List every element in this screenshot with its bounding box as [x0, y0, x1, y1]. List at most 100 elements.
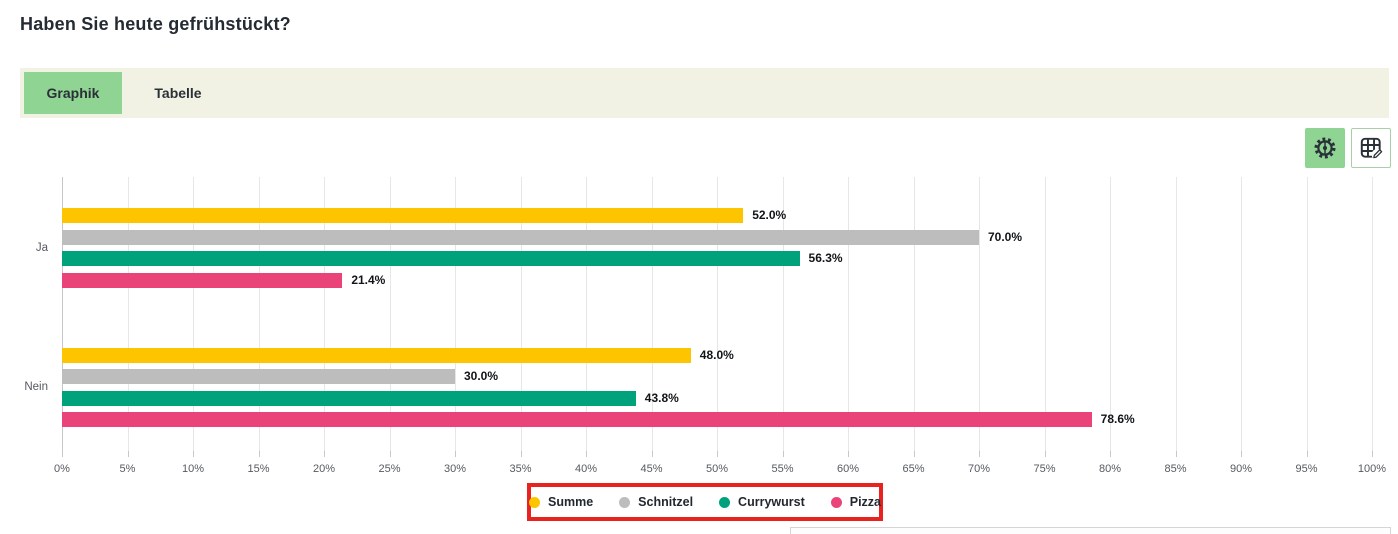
x-tick-mark — [979, 451, 980, 457]
table-edit-button[interactable] — [1351, 128, 1391, 168]
legend-item-label: Schnitzel — [638, 495, 694, 509]
legend-item[interactable]: Summe — [529, 495, 593, 509]
table-edit-icon — [1360, 137, 1383, 160]
tab-graphik[interactable]: Graphik — [24, 72, 122, 114]
bar — [62, 251, 800, 266]
page-title: Haben Sie heute gefrühstückt? — [20, 14, 291, 34]
x-tick-label: 40% — [574, 463, 598, 475]
bar-value-label: 21.4% — [351, 272, 386, 287]
bar-value-label: 48.0% — [699, 347, 734, 362]
bar-value-label: 43.8% — [644, 390, 679, 405]
legend-dot-icon — [529, 496, 541, 508]
x-tick-mark — [62, 451, 63, 457]
x-tick-label: 5% — [119, 463, 136, 475]
bar — [62, 390, 636, 406]
bar — [62, 369, 455, 384]
gridline — [193, 177, 194, 451]
gridline — [1241, 177, 1242, 451]
gridline — [717, 177, 718, 451]
x-tick-label: 15% — [247, 463, 270, 475]
chart-toolbar — [1305, 128, 1391, 168]
x-tick-label: 90% — [1229, 463, 1253, 475]
bar-value-label: 78.6% — [1100, 412, 1135, 426]
legend-highlight-box: Summe Schnitzel Currywurst Pizza — [527, 483, 883, 521]
gridline — [1110, 177, 1111, 451]
chart-settings-button[interactable] — [1305, 128, 1345, 168]
x-tick-mark — [1306, 451, 1308, 457]
x-tick-mark — [782, 451, 784, 457]
x-tick-label: 70% — [967, 463, 991, 475]
x-tick-mark — [193, 451, 194, 457]
x-tick-mark — [389, 451, 391, 457]
gridline — [913, 177, 915, 451]
x-tick-label: 0% — [54, 463, 70, 475]
gridline — [782, 177, 784, 451]
gridline — [979, 177, 980, 451]
x-tick-label: 35% — [509, 463, 532, 475]
legend-item[interactable]: Pizza — [830, 495, 881, 509]
legend-item-label: Summe — [548, 495, 594, 509]
gridline — [258, 177, 260, 451]
x-tick-label: 25% — [378, 463, 401, 475]
x-tick-mark — [1241, 451, 1242, 457]
tab-tabelle[interactable]: Tabelle — [154, 85, 202, 101]
legend-item[interactable]: Currywurst — [719, 495, 805, 509]
y-category-label: Nein — [24, 381, 48, 394]
gridline — [389, 177, 391, 451]
x-tick-mark — [258, 451, 260, 457]
legend-item-label: Pizza — [849, 495, 881, 509]
x-tick-label: 45% — [640, 463, 663, 475]
gridline — [1372, 177, 1373, 451]
x-tick-mark — [586, 451, 587, 457]
tab-bar: Graphik Tabelle — [20, 68, 1389, 118]
legend-dot-icon — [719, 496, 731, 508]
gridline — [1044, 177, 1046, 451]
y-axis-line — [62, 177, 63, 451]
gear-icon — [1314, 137, 1336, 159]
gridline — [1175, 177, 1177, 451]
x-tick-label: 30% — [443, 463, 467, 475]
x-tick-label: 75% — [1033, 463, 1056, 475]
bar — [62, 229, 979, 245]
gridline — [651, 177, 653, 451]
gridline — [455, 177, 456, 451]
x-tick-mark — [520, 451, 522, 457]
gridline — [848, 177, 849, 451]
bar-value-label: 30.0% — [464, 369, 499, 383]
x-tick-mark — [651, 451, 653, 457]
bar — [62, 412, 1092, 427]
x-tick-label: 60% — [836, 463, 860, 475]
x-tick-mark — [1110, 451, 1111, 457]
gridline — [586, 177, 587, 451]
x-tick-mark — [455, 451, 456, 457]
gridline — [520, 177, 522, 451]
bar — [62, 272, 343, 288]
x-tick-label: 95% — [1295, 463, 1318, 475]
bar — [62, 208, 744, 223]
bar-value-label: 52.0% — [752, 208, 787, 222]
x-tick-mark — [717, 451, 718, 457]
gridline — [1306, 177, 1308, 451]
x-tick-label: 50% — [705, 463, 729, 475]
x-tick-label: 85% — [1164, 463, 1187, 475]
x-tick-label: 10% — [181, 463, 205, 475]
x-tick-label: 100% — [1357, 463, 1387, 475]
x-tick-mark — [1175, 451, 1177, 457]
x-tick-label: 65% — [902, 463, 925, 475]
x-tick-label: 20% — [312, 463, 336, 475]
legend-item-label: Currywurst — [738, 495, 805, 509]
gridline — [127, 177, 129, 451]
bar-value-label: 56.3% — [808, 251, 843, 265]
legend-item[interactable]: Schnitzel — [619, 495, 693, 509]
legend-dot-icon — [619, 496, 631, 508]
bottom-partial-panel — [790, 527, 1391, 534]
x-tick-mark — [127, 451, 129, 457]
x-tick-mark — [913, 451, 915, 457]
bar-value-label: 70.0% — [988, 229, 1023, 244]
y-category-label: Ja — [35, 241, 48, 254]
bar — [62, 347, 691, 363]
x-tick-mark — [1044, 451, 1046, 457]
legend-items: Summe Schnitzel Currywurst Pizza — [529, 495, 881, 509]
x-tick-mark — [1372, 451, 1373, 457]
